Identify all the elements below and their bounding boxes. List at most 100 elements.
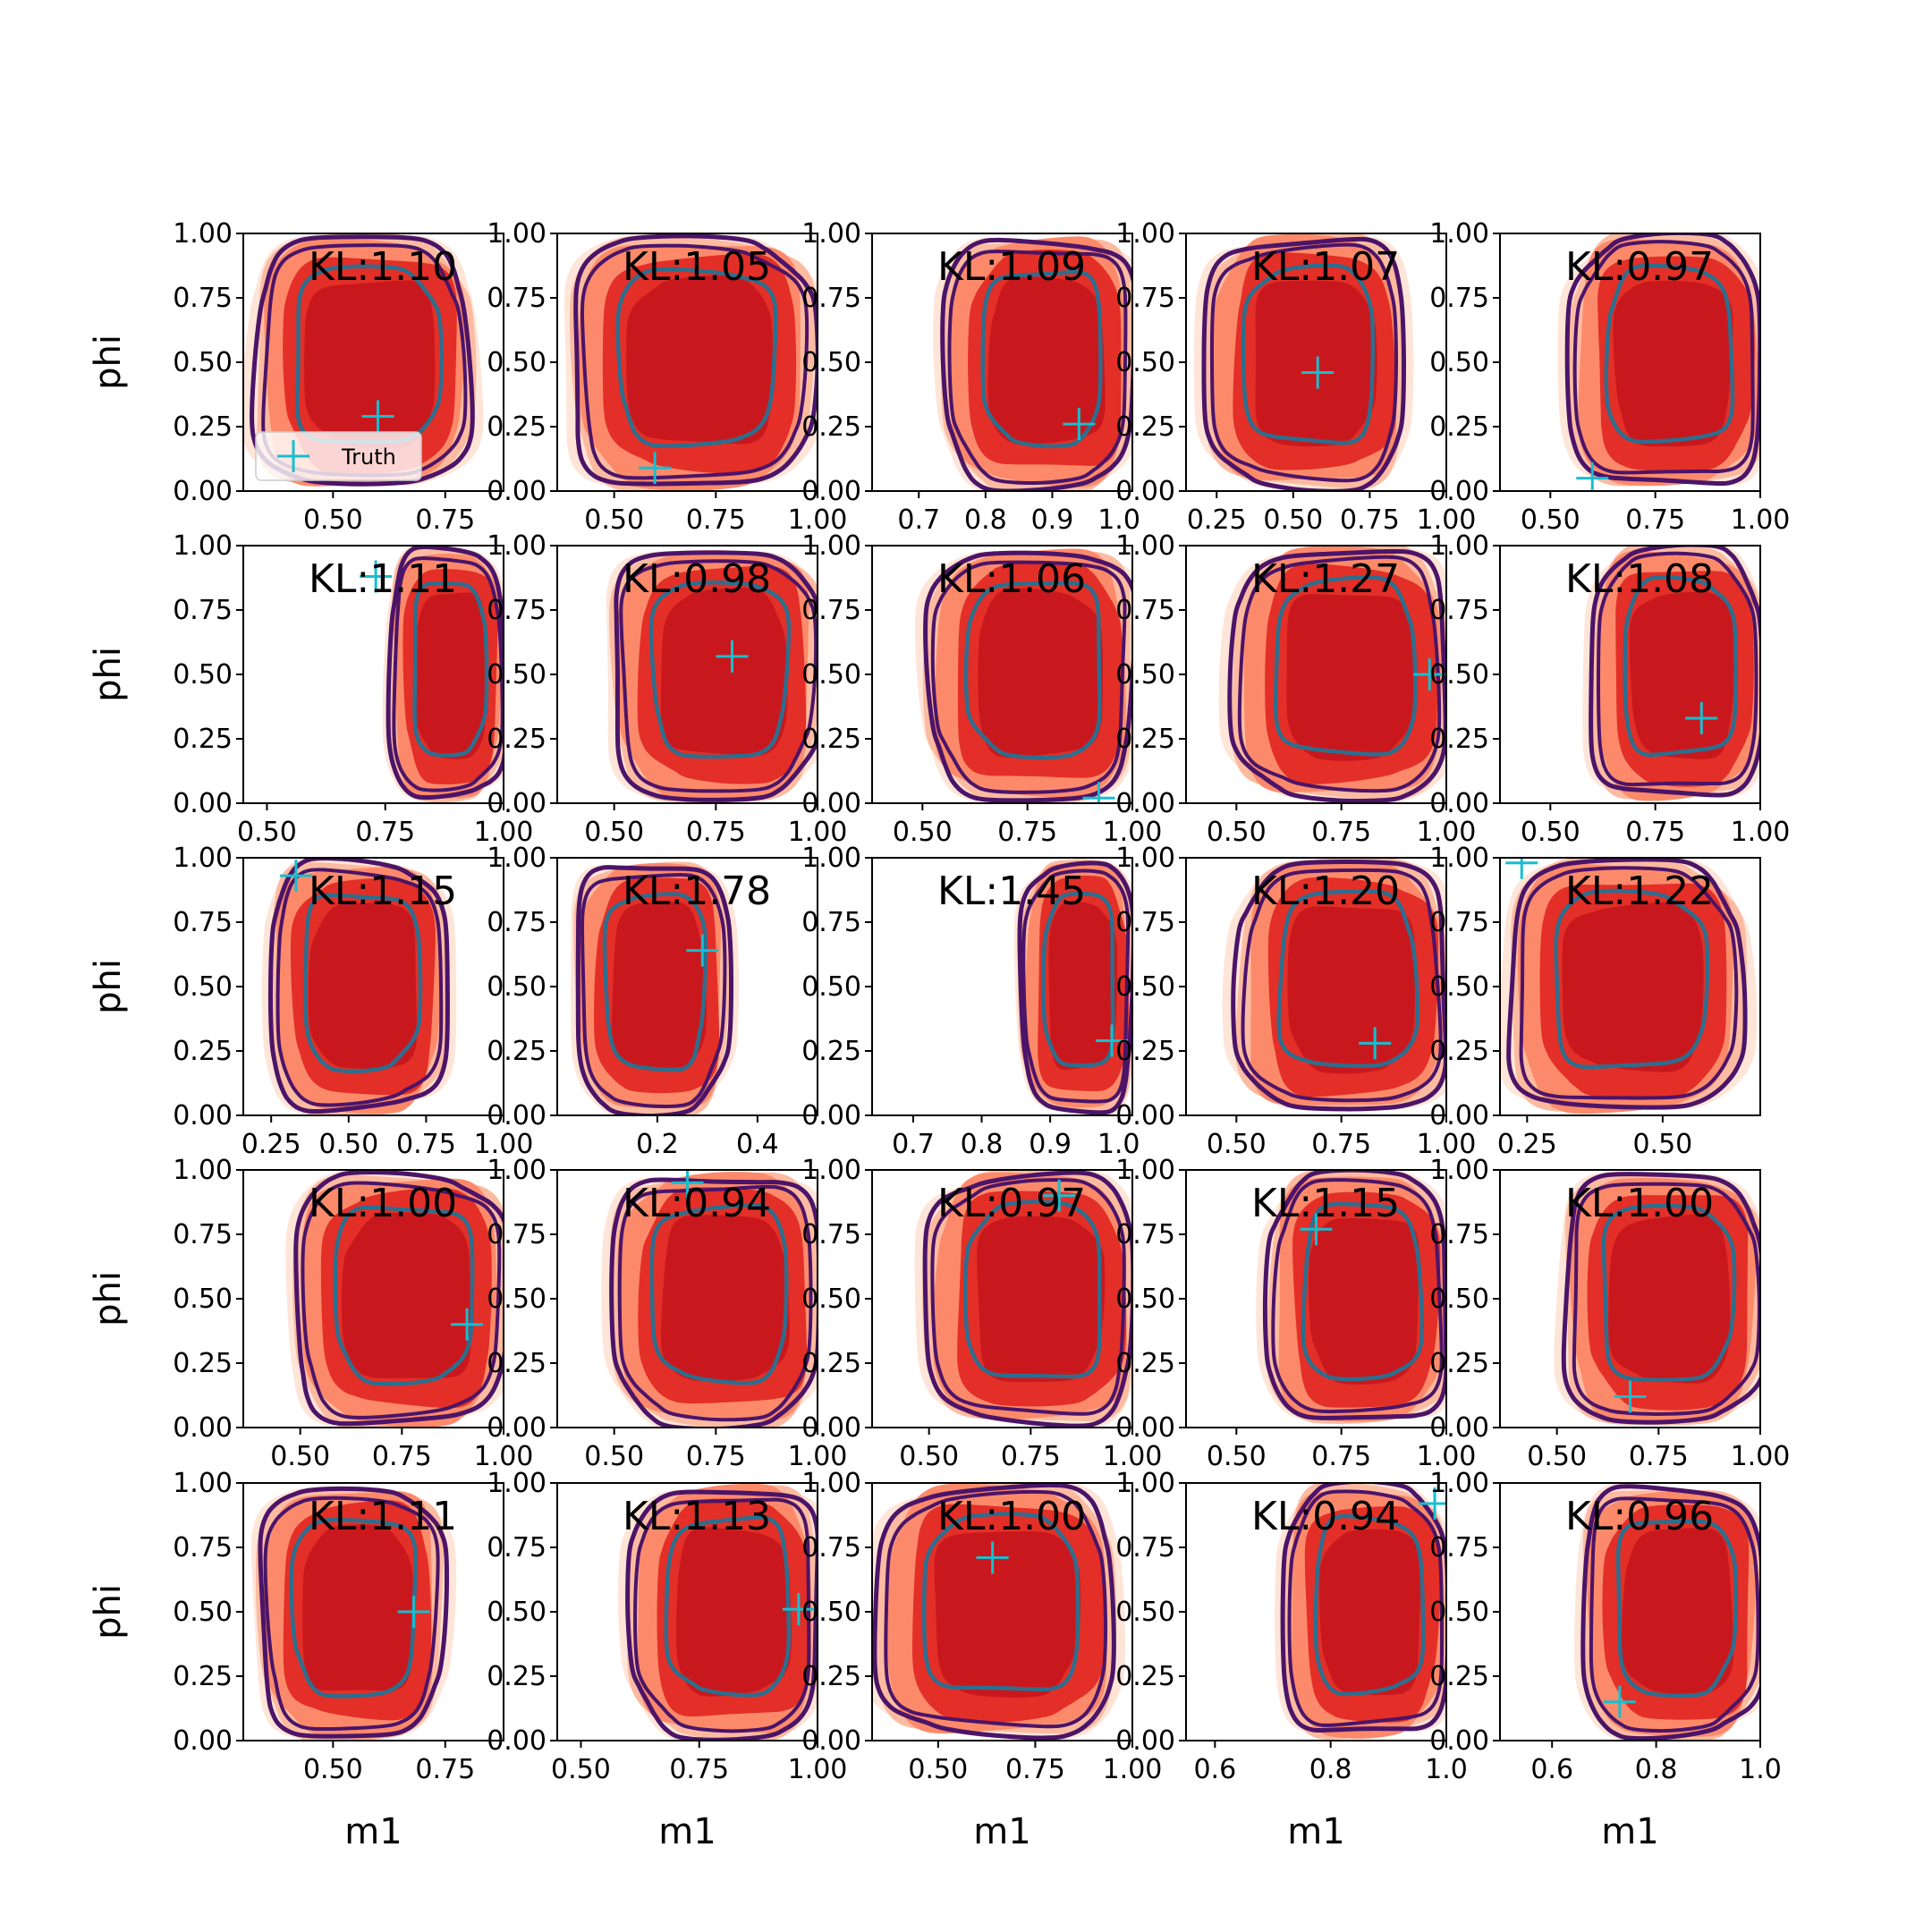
x-tick-label: 1.00 xyxy=(1103,817,1163,848)
x-tick-label: 1.0 xyxy=(1739,1754,1782,1785)
x-tick-label: 1.00 xyxy=(474,1129,534,1160)
plot-area xyxy=(601,1170,818,1428)
y-tick-label: 0.00 xyxy=(487,1100,547,1131)
subplot-15: 0.00 0.25 0.50 0.75 1.00 0.25 0.50 KL:1.22 xyxy=(1429,843,1761,1160)
contour-second xyxy=(1572,240,1755,475)
contour-second xyxy=(1589,1496,1760,1733)
contour-inner xyxy=(1601,1203,1737,1383)
contour-second xyxy=(261,243,468,478)
y-axis-title: phi xyxy=(88,647,129,702)
y-tick-label: 0.50 xyxy=(487,1597,547,1628)
y-axis-title: phi xyxy=(88,335,129,390)
contour-outer xyxy=(386,546,504,801)
plot-area xyxy=(606,549,818,803)
y-tick-label: 0.50 xyxy=(1429,1284,1489,1315)
contour-second xyxy=(633,1497,811,1733)
y-tick-label: 0.00 xyxy=(1429,1100,1489,1131)
x-tick-label: 0.7 xyxy=(892,1129,935,1160)
contour-second xyxy=(263,1496,440,1732)
x-tick-label: 0.9 xyxy=(1029,1129,1072,1160)
contour-outer xyxy=(293,1170,504,1427)
y-tick-label: 0.75 xyxy=(487,907,547,938)
y-axis-title: phi xyxy=(88,1271,129,1326)
kl-annotation: KL:0.97 xyxy=(1565,244,1714,290)
y-tick-label: 1.00 xyxy=(801,843,861,874)
x-tick-label: 0.75 xyxy=(1629,1441,1689,1472)
x-tick-label: 0.75 xyxy=(1340,504,1400,536)
density-level-5 xyxy=(308,902,418,1069)
x-tick-label: 0.9 xyxy=(1031,504,1074,536)
x-axis-title: m1 xyxy=(344,1811,402,1852)
x-tick-label: 0.2 xyxy=(636,1129,679,1160)
y-tick-label: 0.00 xyxy=(801,1412,861,1444)
y-tick-label: 0.00 xyxy=(487,1412,547,1444)
contour-second xyxy=(1287,1489,1444,1727)
x-tick-label: 0.75 xyxy=(372,1441,432,1472)
x-tick-label: 0.50 xyxy=(584,817,644,848)
subplot-21: 0.00 0.25 0.50 0.75 1.00 0.50 0.75 KL:1.11 phi m1 xyxy=(88,1468,504,1852)
kl-annotation: KL:1.15 xyxy=(309,869,457,914)
plot-area xyxy=(617,1483,818,1741)
density-level-5 xyxy=(341,1212,471,1379)
density-level-5 xyxy=(626,275,773,445)
x-tick-label: 1.00 xyxy=(788,1441,848,1472)
contour-inner xyxy=(1041,891,1115,1068)
y-tick-label: 0.50 xyxy=(487,1284,547,1315)
y-tick-label: 0.75 xyxy=(1429,595,1489,626)
y-tick-label: 0.25 xyxy=(1115,1661,1175,1692)
subplot-1: 0.00 0.25 0.50 0.75 1.00 0.50 0.75 KL:1.10 phi Tr… xyxy=(88,218,504,536)
kl-annotation: KL:1.20 xyxy=(1251,869,1400,914)
contour-second xyxy=(1519,866,1739,1100)
y-tick-label: 1.00 xyxy=(487,843,547,874)
x-tick-label: 0.75 xyxy=(997,817,1057,848)
contour-second xyxy=(1209,242,1399,483)
contour-outer xyxy=(575,865,734,1115)
plot-area xyxy=(1574,1483,1760,1741)
truth-marker xyxy=(686,934,719,967)
truth-marker xyxy=(716,640,749,673)
legend-label: Truth xyxy=(341,445,396,470)
contour-inner xyxy=(648,580,792,759)
y-tick-label: 0.25 xyxy=(1429,1036,1489,1067)
kl-annotation: KL:1.45 xyxy=(937,869,1086,914)
y-tick-label: 0.00 xyxy=(1115,1412,1175,1444)
y-tick-label: 0.75 xyxy=(487,283,547,314)
y-tick-label: 1.00 xyxy=(1429,1155,1489,1186)
density-level-5 xyxy=(1286,593,1417,761)
x-tick-label: 0.75 xyxy=(415,504,475,536)
contour-outer xyxy=(258,1486,450,1739)
plot-area xyxy=(1554,1171,1760,1426)
y-tick-label: 0.25 xyxy=(173,411,233,443)
y-tick-label: 0.50 xyxy=(487,347,547,378)
truth-marker xyxy=(1096,1024,1129,1057)
contour-outer xyxy=(872,1483,1116,1741)
truth-marker xyxy=(360,560,393,593)
x-tick-label: 0.7 xyxy=(897,504,940,536)
x-tick-label: 1.00 xyxy=(1417,1129,1477,1160)
plot-area xyxy=(872,1483,1126,1741)
y-tick-label: 0.50 xyxy=(1115,971,1175,1003)
x-tick-label: 0.75 xyxy=(1625,817,1685,848)
contour-second xyxy=(1596,551,1758,787)
density-level-5 xyxy=(1318,1529,1422,1696)
y-tick-label: 0.75 xyxy=(801,1532,861,1563)
x-tick-label: 0.50 xyxy=(1207,817,1267,848)
density-level-5 xyxy=(1622,1528,1734,1695)
x-tick-label: 0.25 xyxy=(1497,1129,1557,1160)
subplot-25: 0.00 0.25 0.50 0.75 1.00 0.6 0.8 1.0 KL:0.96 m1 xyxy=(1429,1468,1782,1852)
y-tick-label: 1.00 xyxy=(173,530,233,562)
y-tick-label: 0.75 xyxy=(487,595,547,626)
x-tick-label: 0.50 xyxy=(1207,1129,1267,1160)
contour-outer xyxy=(1506,858,1748,1110)
y-tick-label: 0.75 xyxy=(1115,907,1175,938)
x-tick-label: 0.50 xyxy=(237,817,297,848)
x-tick-label: 1.00 xyxy=(1417,1441,1477,1472)
contour-second xyxy=(619,559,818,793)
subplot-22: 0.00 0.25 0.50 0.75 1.00 0.50 0.75 1.00 KL:1.13 m… xyxy=(487,1468,847,1852)
contour-second xyxy=(580,243,809,480)
y-tick-label: 0.25 xyxy=(1429,1661,1489,1692)
kl-annotation: KL:1.00 xyxy=(309,1181,457,1226)
subplot-4: 0.00 0.25 0.50 0.75 1.00 0.25 0.50 0.75 1.00 KL:1… xyxy=(1115,218,1476,536)
contour-second xyxy=(1021,869,1131,1104)
y-tick-label: 0.00 xyxy=(1429,788,1489,819)
